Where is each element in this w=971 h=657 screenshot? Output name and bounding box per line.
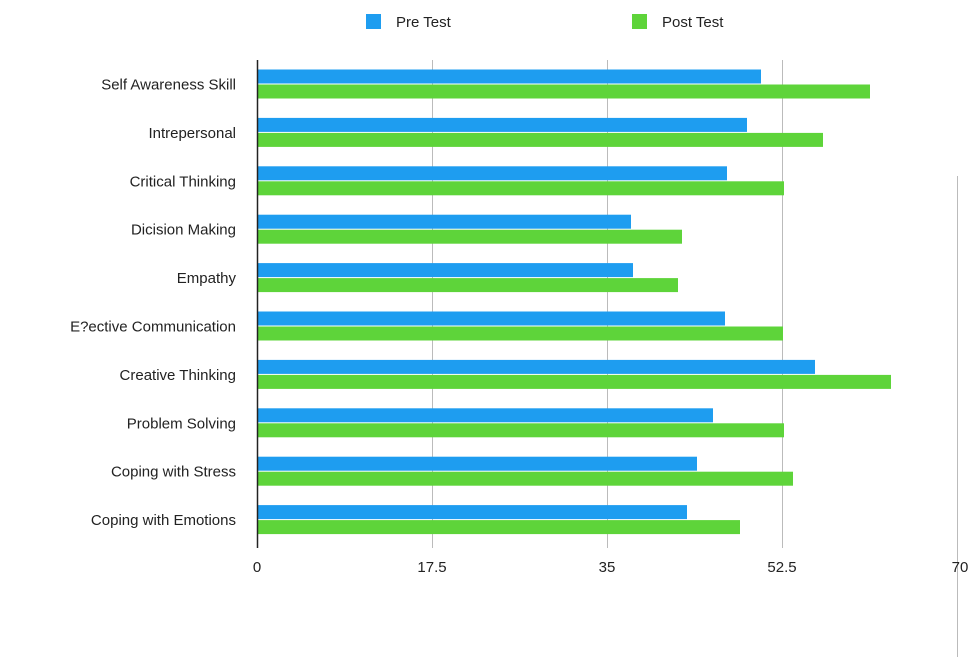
category-labels: Self Awareness Skill Intrepersonal Critica…	[70, 77, 236, 530]
bar-pre-test	[258, 505, 687, 520]
bar-pre-test	[258, 311, 725, 326]
bar-pre-test	[258, 69, 761, 84]
category-label: Critical Thinking	[130, 173, 236, 190]
category-label: Dicision Making	[131, 222, 236, 239]
bar-post-test	[258, 181, 784, 196]
bars	[258, 69, 891, 535]
category-label: Empathy	[177, 270, 237, 287]
category-label: Self Awareness Skill	[101, 77, 236, 94]
bar-post-test	[258, 471, 793, 486]
tick-label: 0	[253, 559, 261, 576]
bar-post-test	[258, 132, 823, 147]
category-label: E?ective Communication	[70, 319, 236, 336]
bar-post-test	[258, 229, 682, 244]
tick-label: 17.5	[417, 559, 446, 576]
bar-pre-test	[258, 117, 747, 132]
bar-pre-test	[258, 214, 631, 229]
bar-pre-test	[258, 263, 633, 278]
bar-post-test	[258, 423, 784, 438]
category-label: Coping with Stress	[111, 464, 236, 481]
bar-post-test	[258, 374, 891, 389]
legend: Pre Test Post Test	[366, 14, 724, 31]
bar-pre-test	[258, 359, 815, 374]
legend-swatch	[366, 14, 381, 29]
legend-swatch	[632, 14, 647, 29]
bar-post-test	[258, 520, 740, 535]
bar-post-test	[258, 278, 678, 293]
bar-pre-test	[258, 408, 713, 423]
gridlines	[432, 60, 958, 657]
tick-label: 35	[599, 559, 616, 576]
bar-pre-test	[258, 456, 697, 471]
legend-label: Pre Test	[396, 14, 452, 31]
tick-label: 52.5	[767, 559, 796, 576]
category-label: Intrepersonal	[148, 125, 236, 142]
bar-pre-test	[258, 166, 727, 181]
bar-post-test	[258, 84, 870, 99]
category-label: Coping with Emotions	[91, 512, 236, 529]
bar-post-test	[258, 326, 783, 341]
category-label: Creative Thinking	[120, 367, 236, 384]
tick-label: 70	[952, 559, 969, 576]
tick-labels: 0 17.5 35 52.5 70	[253, 559, 969, 576]
category-label: Problem Solving	[127, 415, 236, 432]
legend-label: Post Test	[662, 14, 724, 31]
